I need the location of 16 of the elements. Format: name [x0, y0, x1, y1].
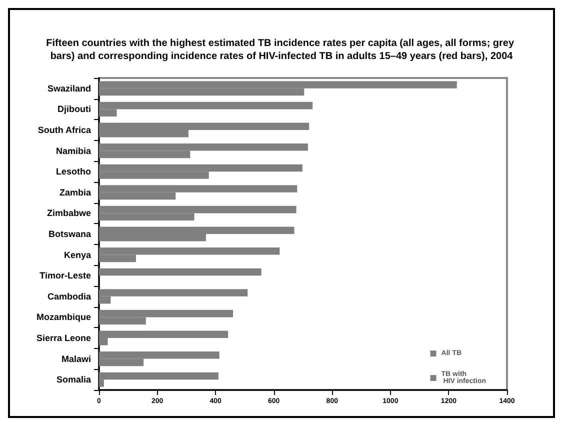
y-tick-label: Somalia — [56, 374, 92, 385]
y-tick-label: Malawi — [61, 354, 91, 364]
y-tick-label: Lesotho — [56, 166, 92, 177]
y-tick-label: Cambodia — [47, 291, 92, 302]
chart-title: Fifteen countries with the highest estimated TB incidence rates per capita (all ages, all forms; grey bars) and corresponding incidence rates of HIV-infected TB in adults 15–49 years (red bars), 2004 — [46, 38, 517, 62]
y-tick-label: Zambia — [59, 187, 92, 198]
y-tick-label: Djibouti — [58, 104, 91, 114]
y-tick-label: Zimbabwe — [46, 208, 91, 218]
y-tick-label: Namibia — [56, 146, 92, 156]
y-tick-label: South Africa — [38, 125, 92, 135]
y-tick-label: Botswana — [48, 229, 92, 239]
y-tick-label: Sierra Leone — [36, 333, 91, 343]
y-tick-label: Timor-Leste — [40, 270, 91, 281]
y-tick-label: Swaziland — [47, 83, 91, 94]
y-tick-label: Kenya — [64, 250, 92, 260]
y-tick-label: Mozambique — [36, 312, 91, 322]
